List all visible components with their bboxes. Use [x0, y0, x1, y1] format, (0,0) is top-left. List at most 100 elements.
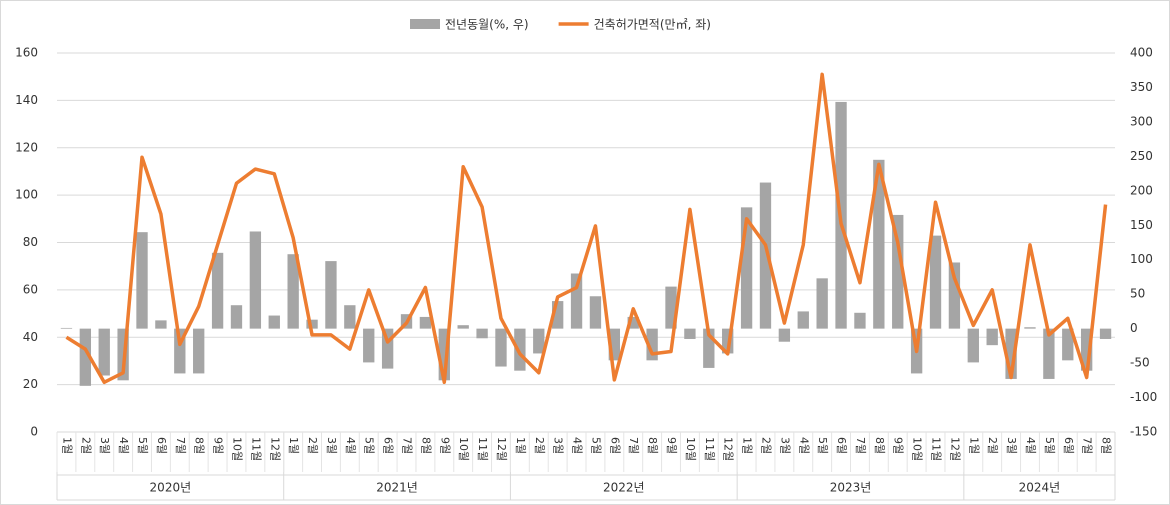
y-tick-label: 160 — [15, 46, 38, 60]
x-tick-label: 9월 — [212, 437, 225, 454]
x-tick-label: 7월 — [1081, 437, 1094, 454]
bar — [589, 296, 602, 329]
x-tick-label: 9월 — [665, 437, 678, 454]
line — [65, 72, 1108, 385]
bar — [665, 286, 677, 329]
y2-tick-label: -150 — [1130, 425, 1157, 439]
x-tick-label: 3월 — [552, 437, 565, 454]
x-tick-label: 4월 — [117, 437, 130, 454]
bar — [193, 328, 205, 374]
bar — [60, 327, 73, 329]
bar — [929, 235, 942, 329]
bar — [155, 320, 167, 329]
bar — [306, 319, 318, 329]
x-tick-label: 11월 — [703, 437, 716, 461]
bar — [1099, 328, 1112, 339]
x-tick-label: 5월 — [1043, 437, 1056, 454]
bar — [570, 273, 583, 329]
x-tick-label: 8월 — [873, 437, 886, 454]
x-group-label: 2023년 — [830, 481, 872, 495]
x-tick-label: 10월 — [684, 437, 697, 461]
x-tick-label: 4월 — [797, 437, 810, 454]
x-tick-label: 3월 — [1005, 437, 1018, 454]
x-group-label: 2020년 — [150, 481, 192, 495]
bar — [986, 328, 998, 346]
legend-item: 건축허가면적(만㎡, 좌) — [558, 18, 711, 32]
x-tick-label: 12월 — [495, 437, 508, 461]
x-tick-label: 1월 — [60, 437, 73, 454]
bar — [816, 278, 828, 329]
x-tick-label: 10월 — [230, 437, 243, 461]
x-tick-label: 5월 — [363, 437, 376, 454]
x-group-label: 2022년 — [603, 481, 645, 495]
x-group-label: 2021년 — [376, 481, 418, 495]
y-tick-label: 140 — [15, 93, 38, 107]
x-tick-label: 7월 — [854, 437, 867, 454]
bar — [268, 315, 280, 329]
bar — [211, 252, 224, 329]
x-tick-label: 6월 — [1062, 437, 1075, 454]
y2-tick-label: 100 — [1130, 252, 1153, 266]
bar — [495, 328, 507, 367]
y-tick-label: 60 — [23, 282, 38, 296]
bar — [551, 301, 564, 329]
bar — [608, 328, 621, 361]
x-tick-label: 6월 — [382, 437, 395, 454]
y-tick-label: 40 — [23, 330, 38, 344]
x-tick-label: 1월 — [514, 437, 527, 454]
x-tick-label: 12월 — [268, 437, 281, 461]
legend-label: 전년동월(%, 우) — [445, 18, 529, 32]
bar — [722, 328, 734, 354]
x-tick-label: 2월 — [759, 437, 772, 454]
bar — [476, 328, 488, 339]
bar — [684, 328, 696, 339]
x-tick-label: 6월 — [835, 437, 848, 454]
x-tick-label: 8월 — [419, 437, 432, 454]
x-tick-label: 5월 — [816, 437, 829, 454]
x-tick-label: 8월 — [193, 437, 206, 454]
bar — [797, 311, 809, 329]
bar — [740, 207, 753, 329]
y2-tick-label: 300 — [1130, 114, 1153, 128]
x-tick-label: 8월 — [646, 437, 659, 454]
y2-tick-label: 400 — [1130, 46, 1153, 60]
legend-label: 건축허가면적(만㎡, 좌) — [594, 18, 711, 32]
y2-tick-label: 50 — [1130, 287, 1145, 301]
y-tick-label: 0 — [30, 425, 38, 439]
x-tick-label: 2월 — [533, 437, 546, 454]
x-tick-label: 10월 — [911, 437, 924, 461]
bar — [419, 316, 432, 329]
bar — [79, 328, 92, 386]
x-tick-label: 5월 — [589, 437, 602, 454]
x-tick-label: 3월 — [325, 437, 338, 454]
x-tick-label: 3월 — [98, 437, 111, 454]
x-tick-label: 2월 — [306, 437, 319, 454]
bar — [457, 325, 469, 329]
x-tick-label: 6월 — [608, 437, 621, 454]
x-tick-label: 1월 — [967, 437, 980, 454]
bar — [1043, 328, 1055, 379]
bar — [854, 312, 866, 329]
x-tick-label: 3월 — [778, 437, 791, 454]
bar — [136, 232, 148, 329]
x-tick-label: 2월 — [79, 437, 92, 454]
x-tick-label: 10월 — [457, 437, 470, 461]
bar — [344, 305, 356, 329]
x-tick-label: 6월 — [155, 437, 168, 454]
y-tick-label: 120 — [15, 140, 38, 154]
y2-tick-label: 0 — [1130, 321, 1138, 335]
y2-tick-label: 150 — [1130, 218, 1153, 232]
y-tick-label: 80 — [23, 235, 38, 249]
bar — [174, 328, 186, 374]
y-tick-label: 20 — [23, 377, 38, 391]
bar — [646, 328, 658, 361]
bar — [759, 182, 772, 329]
x-tick-label: 9월 — [892, 437, 905, 454]
bar — [1080, 328, 1093, 371]
bar — [438, 328, 450, 381]
y2-tick-label: 350 — [1130, 80, 1153, 94]
bar — [627, 316, 639, 329]
x-tick-label: 1월 — [741, 437, 754, 454]
x-tick-label: 9월 — [438, 437, 451, 454]
